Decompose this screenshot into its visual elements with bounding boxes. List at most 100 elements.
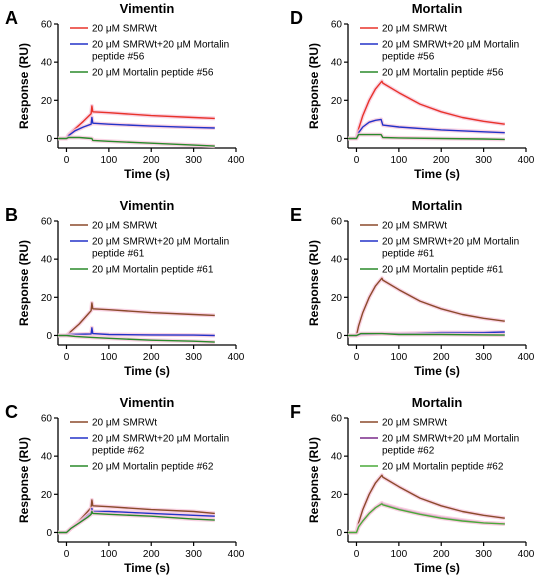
y-tick-label: 0 <box>336 528 342 539</box>
legend-label: 20 μM Mortalin peptide #56 <box>382 68 504 79</box>
x-tick-label: 0 <box>354 549 360 560</box>
x-tick-label: 300 <box>475 155 492 166</box>
series-line-2 <box>348 502 505 534</box>
panel-letter: C <box>5 402 18 422</box>
legend-label: 20 μM SMRWt+20 μM Mortalin peptide #56 <box>92 40 229 63</box>
legend-label: 20 μM Mortalin peptide #56 <box>92 68 214 79</box>
series-line-1 <box>348 277 505 337</box>
x-axis-label: Time (s) <box>414 561 460 575</box>
legend-label: 20 μM SMRWt <box>382 418 447 429</box>
y-tick-label: 0 <box>46 331 52 342</box>
x-tick-label: 100 <box>391 352 408 363</box>
y-tick-label: 40 <box>41 255 53 266</box>
x-tick-label: 300 <box>185 155 202 166</box>
fit-band <box>348 501 505 535</box>
x-tick-label: 400 <box>518 352 535 363</box>
series-line-1 <box>58 302 215 337</box>
x-tick-label: 100 <box>101 352 118 363</box>
fit-band <box>58 301 215 338</box>
legend-label: 20 μM SMRWt+20 μM Mortalin peptide #62 <box>382 434 519 457</box>
y-tick-label: 40 <box>41 452 53 463</box>
legend-label: 20 μM SMRWt <box>382 221 447 232</box>
y-axis-label: Response (RU) <box>307 437 321 523</box>
x-axis-label: Time (s) <box>124 364 170 378</box>
panel-title: Vimentin <box>120 395 175 410</box>
series-line-3 <box>58 136 215 147</box>
legend-label: 20 μM SMRWt+20 μM Mortalin peptide #56 <box>382 40 519 63</box>
series-line-1 <box>348 474 505 534</box>
panel-letter: F <box>290 402 301 422</box>
panel-f: F Mortalin 0 20 40 60 0 100 200 300 400 Time (s) Res… <box>290 395 535 575</box>
legend-label: 20 μM Mortalin peptide #61 <box>382 265 504 276</box>
panel-letter: E <box>290 205 302 225</box>
y-tick-label: 60 <box>331 414 343 425</box>
series-line-1 <box>348 80 505 140</box>
x-tick-label: 100 <box>391 549 408 560</box>
panel-letter: B <box>5 205 18 225</box>
x-tick-label: 100 <box>101 549 118 560</box>
legend-label: 20 μM SMRWt+20 μM Mortalin peptide #62 <box>92 434 229 457</box>
y-axis-label: Response (RU) <box>307 240 321 326</box>
legend-label: 20 μM Mortalin peptide #62 <box>92 462 214 473</box>
fit-band <box>348 500 505 535</box>
x-tick-label: 200 <box>433 352 450 363</box>
panel-title: Mortalin <box>412 395 463 410</box>
series-line-3 <box>348 133 505 141</box>
panel-d: D Mortalin 0 20 40 60 0 100 200 300 400 Time (s) Res… <box>290 1 535 181</box>
fit-band <box>348 276 506 338</box>
x-axis-label: Time (s) <box>414 364 460 378</box>
y-axis-label: Response (RU) <box>17 43 31 129</box>
x-tick-label: 300 <box>475 549 492 560</box>
y-tick-label: 40 <box>41 58 53 69</box>
legend-label: 20 μM SMRWt <box>92 418 157 429</box>
x-tick-label: 300 <box>185 352 202 363</box>
panel-e: E Mortalin 0 20 40 60 0 100 200 300 400 Time (s) Res… <box>290 198 535 378</box>
legend-label: 20 μM SMRWt <box>382 24 447 35</box>
x-tick-label: 300 <box>185 549 202 560</box>
y-tick-label: 0 <box>46 134 52 145</box>
x-tick-label: 0 <box>354 155 360 166</box>
x-tick-label: 400 <box>228 549 245 560</box>
x-tick-label: 200 <box>433 155 450 166</box>
y-tick-label: 40 <box>331 452 343 463</box>
series-line-3 <box>58 334 215 343</box>
y-tick-label: 20 <box>41 490 53 501</box>
y-tick-label: 20 <box>41 293 53 304</box>
x-tick-label: 0 <box>354 352 360 363</box>
panel-a: A Vimentin 0 20 40 60 0 100 200 300 400 Time (s) Res… <box>5 1 245 181</box>
panel-c: C Vimentin 0 20 40 60 0 100 200 300 400 Time (s) Res… <box>5 395 245 575</box>
x-tick-label: 400 <box>518 155 535 166</box>
x-tick-label: 200 <box>143 352 160 363</box>
series-line-3 <box>348 332 505 337</box>
y-tick-label: 20 <box>331 293 343 304</box>
y-tick-label: 60 <box>41 414 53 425</box>
x-tick-label: 400 <box>228 155 245 166</box>
x-axis-label: Time (s) <box>414 167 460 181</box>
panel-b: B Vimentin 0 20 40 60 0 100 200 300 400 Time (s) Res… <box>5 198 245 378</box>
x-axis-label: Time (s) <box>124 167 170 181</box>
legend-label: 20 μM Mortalin peptide #62 <box>382 462 504 473</box>
x-axis-label: Time (s) <box>124 561 170 575</box>
x-tick-label: 400 <box>228 352 245 363</box>
y-tick-label: 40 <box>331 255 343 266</box>
y-tick-label: 60 <box>331 20 343 31</box>
y-tick-label: 0 <box>46 528 52 539</box>
y-axis-label: Response (RU) <box>17 240 31 326</box>
x-tick-label: 100 <box>101 155 118 166</box>
y-tick-label: 20 <box>41 96 53 107</box>
panel-title: Mortalin <box>412 1 463 16</box>
x-tick-label: 0 <box>64 352 70 363</box>
legend-label: 20 μM SMRWt+20 μM Mortalin peptide #61 <box>382 237 519 260</box>
y-tick-label: 60 <box>41 217 53 228</box>
panel-title: Vimentin <box>120 1 175 16</box>
x-tick-label: 100 <box>391 155 408 166</box>
x-tick-label: 0 <box>64 549 70 560</box>
legend-label: 20 μM SMRWt+20 μM Mortalin peptide #61 <box>92 237 229 260</box>
x-tick-label: 200 <box>433 549 450 560</box>
x-tick-label: 300 <box>475 352 492 363</box>
series-line-3 <box>58 510 215 534</box>
y-axis-label: Response (RU) <box>17 437 31 523</box>
legend-label: 20 μM SMRWt <box>92 221 157 232</box>
x-tick-label: 0 <box>64 155 70 166</box>
